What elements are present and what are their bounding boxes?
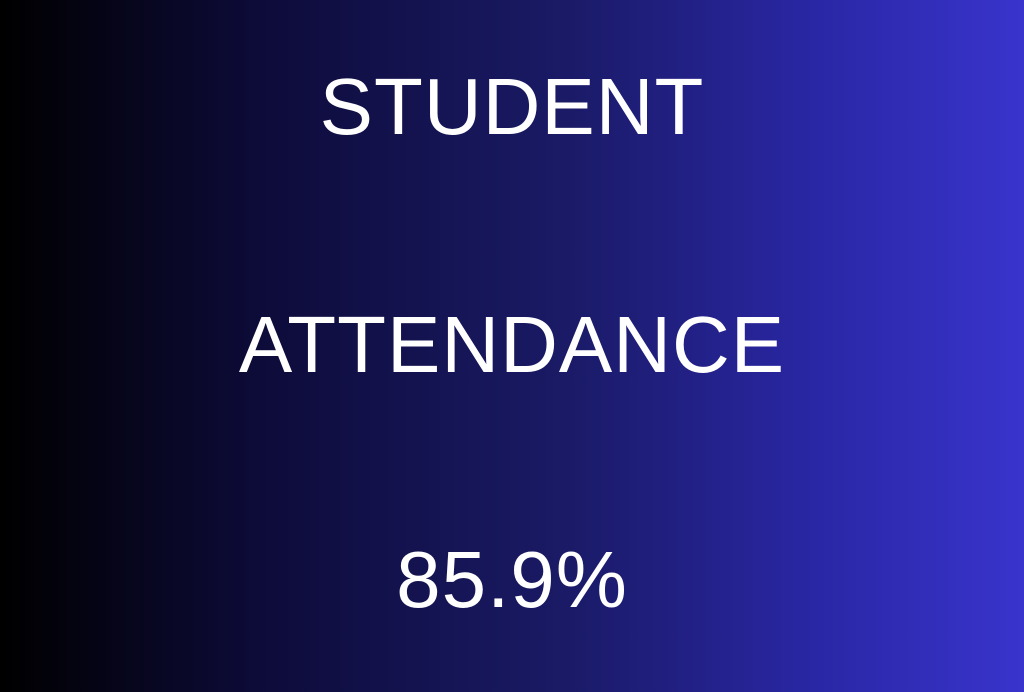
title-line-student: STUDENT (319, 62, 705, 151)
attendance-value: 85.9% (396, 535, 628, 624)
title-line-attendance: ATTENDANCE (238, 300, 786, 389)
